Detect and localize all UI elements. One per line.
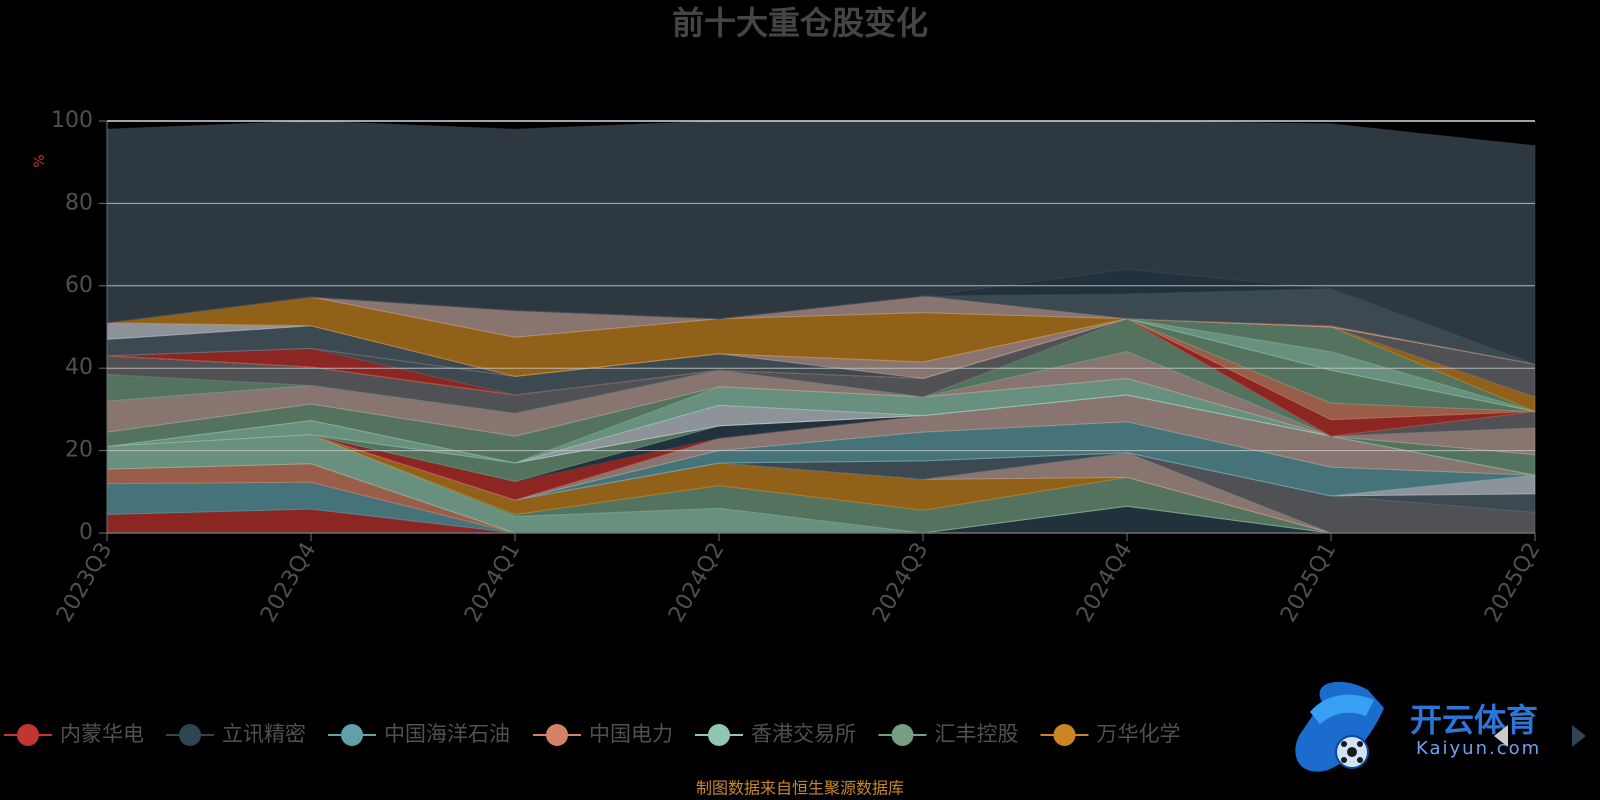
legend-item[interactable]: 中国海洋石油 — [328, 722, 510, 746]
y-tick-label: 0 — [79, 520, 93, 545]
y-tick-label: 60 — [65, 273, 93, 298]
y-tick-label: 80 — [65, 190, 93, 215]
legend-item[interactable]: 中国电力 — [533, 722, 673, 746]
x-tick-label: 2024Q1 — [460, 539, 525, 627]
legend-label: 内蒙华电 — [60, 722, 144, 746]
legend-label: 汇丰控股 — [935, 722, 1019, 746]
legend-dot-icon — [891, 724, 914, 746]
kaiyun-logo-mark — [1295, 681, 1384, 772]
legend-prev-page-icon[interactable] — [1494, 725, 1508, 747]
legend-dot-icon — [17, 724, 39, 746]
legend-label: 中国海洋石油 — [384, 722, 510, 746]
y-axis: 0 20 40 60 80 100 — [51, 108, 108, 545]
legend-item[interactable]: 内蒙华电 — [4, 722, 144, 746]
chart-title: 前十大重仓股变化 — [672, 4, 928, 42]
y-axis-unit-label: % — [32, 154, 48, 167]
legend-label: 中国电力 — [589, 722, 673, 746]
x-tick-label: 2025Q1 — [1276, 539, 1341, 627]
x-tick-label: 2023Q3 — [52, 539, 117, 627]
x-tick-label: 2025Q2 — [1480, 539, 1545, 627]
x-tick-label: 2024Q2 — [664, 539, 729, 627]
legend-pager — [1494, 725, 1586, 747]
stacked-areas — [106, 120, 1536, 534]
legend-item[interactable]: 立讯精密 — [166, 722, 306, 746]
x-tick-label: 2023Q4 — [256, 539, 321, 627]
area-series-41 — [106, 120, 1536, 365]
legend-dot-icon — [179, 724, 201, 746]
data-source-note: 制图数据来自恒生聚源数据库 — [696, 779, 904, 798]
legend-label: 万华化学 — [1097, 722, 1181, 746]
legend: 内蒙华电 立讯精密 中国海洋石油 中国电力 香港交易所 汇丰控股 万华化学 — [4, 722, 1181, 746]
legend-dot-icon — [341, 724, 363, 746]
legend-dot-icon — [1053, 724, 1076, 746]
legend-dot-icon — [708, 724, 730, 746]
legend-next-page-icon[interactable] — [1572, 725, 1586, 747]
y-tick-label: 20 — [65, 438, 93, 463]
y-tick-label: 40 — [65, 355, 93, 380]
watermark-text: 开云体育 — [1410, 701, 1538, 739]
legend-item[interactable]: 汇丰控股 — [878, 722, 1019, 746]
x-axis: 2023Q3 2023Q4 2024Q1 2024Q2 2024Q3 2024Q4 2025… — [52, 532, 1545, 627]
watermark-subtext: Kaiyun.com — [1416, 738, 1541, 759]
x-tick-label: 2024Q4 — [1072, 539, 1137, 627]
legend-dot-icon — [546, 724, 568, 746]
legend-label: 立讯精密 — [222, 722, 306, 746]
legend-item[interactable]: 万华化学 — [1040, 722, 1181, 746]
x-tick-label: 2024Q3 — [868, 539, 933, 627]
y-tick-label: 100 — [51, 108, 93, 133]
kaiyun-watermark: 开云体育 Kaiyun.com — [1295, 681, 1541, 772]
legend-label: 香港交易所 — [751, 722, 856, 746]
legend-item[interactable]: 香港交易所 — [695, 722, 856, 746]
